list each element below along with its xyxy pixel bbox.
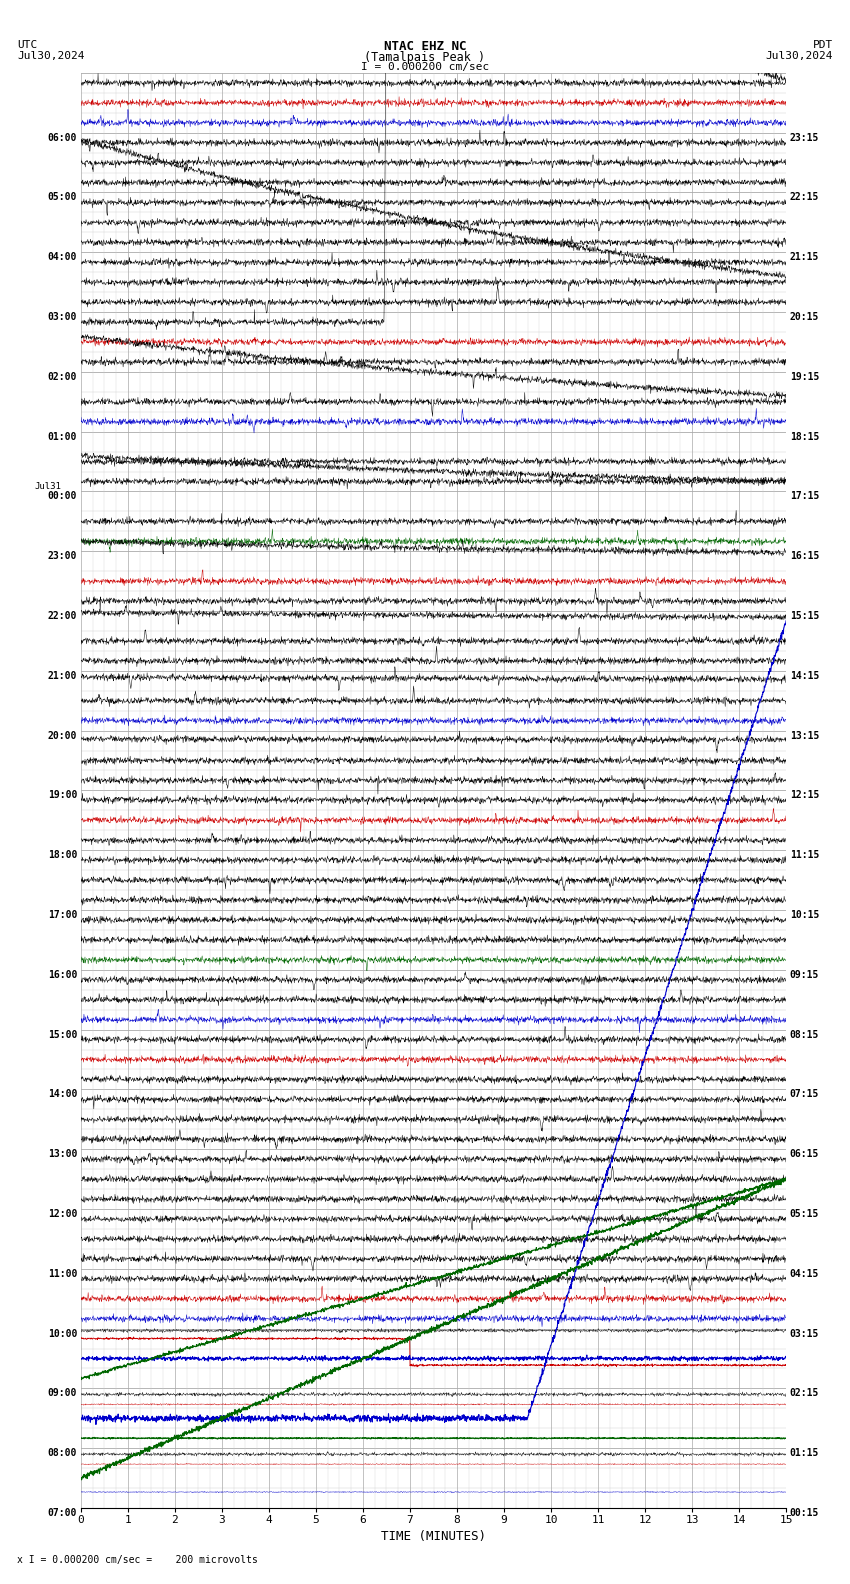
Text: 08:15: 08:15 [790,1030,819,1039]
Text: 11:00: 11:00 [48,1269,77,1278]
Text: 23:00: 23:00 [48,551,77,561]
Text: 19:15: 19:15 [790,372,819,382]
Text: 21:15: 21:15 [790,252,819,263]
Text: 06:00: 06:00 [48,133,77,143]
Text: 00:00: 00:00 [48,491,77,502]
Text: 07:15: 07:15 [790,1090,819,1099]
Text: 19:00: 19:00 [48,790,77,800]
Text: 07:00: 07:00 [48,1508,77,1517]
Text: Jul31: Jul31 [35,483,62,491]
Text: 06:15: 06:15 [790,1150,819,1159]
Text: 11:15: 11:15 [790,851,819,860]
Text: 10:15: 10:15 [790,909,819,920]
Text: 00:15: 00:15 [790,1508,819,1517]
Text: 15:15: 15:15 [790,611,819,621]
Text: I = 0.000200 cm/sec: I = 0.000200 cm/sec [361,62,489,71]
Text: 08:00: 08:00 [48,1448,77,1459]
Text: 04:15: 04:15 [790,1269,819,1278]
Text: x I = 0.000200 cm/sec =    200 microvolts: x I = 0.000200 cm/sec = 200 microvolts [17,1555,258,1565]
Text: 20:15: 20:15 [790,312,819,322]
Text: 22:15: 22:15 [790,193,819,203]
Text: 05:15: 05:15 [790,1209,819,1220]
Text: 20:00: 20:00 [48,730,77,741]
Text: 10:00: 10:00 [48,1329,77,1338]
Text: 02:00: 02:00 [48,372,77,382]
Text: 02:15: 02:15 [790,1388,819,1399]
Text: 16:00: 16:00 [48,969,77,980]
Text: 15:00: 15:00 [48,1030,77,1039]
Text: 21:00: 21:00 [48,670,77,681]
Text: 14:00: 14:00 [48,1090,77,1099]
Text: 01:00: 01:00 [48,431,77,442]
Text: 03:00: 03:00 [48,312,77,322]
Text: UTC: UTC [17,40,37,49]
Text: 05:00: 05:00 [48,193,77,203]
Text: 12:15: 12:15 [790,790,819,800]
Text: 01:15: 01:15 [790,1448,819,1459]
Text: (Tamalpais Peak ): (Tamalpais Peak ) [365,51,485,63]
Text: 22:00: 22:00 [48,611,77,621]
Text: 23:15: 23:15 [790,133,819,143]
Text: 13:15: 13:15 [790,730,819,741]
X-axis label: TIME (MINUTES): TIME (MINUTES) [381,1530,486,1543]
Text: NTAC EHZ NC: NTAC EHZ NC [383,40,467,52]
Text: 03:15: 03:15 [790,1329,819,1338]
Text: Jul30,2024: Jul30,2024 [766,51,833,60]
Text: 09:00: 09:00 [48,1388,77,1399]
Text: 17:15: 17:15 [790,491,819,502]
Text: 04:00: 04:00 [48,252,77,263]
Text: 13:00: 13:00 [48,1150,77,1159]
Text: 09:15: 09:15 [790,969,819,980]
Text: 18:00: 18:00 [48,851,77,860]
Text: PDT: PDT [813,40,833,49]
Text: 18:15: 18:15 [790,431,819,442]
Text: 14:15: 14:15 [790,670,819,681]
Text: Jul30,2024: Jul30,2024 [17,51,84,60]
Text: 17:00: 17:00 [48,909,77,920]
Text: 16:15: 16:15 [790,551,819,561]
Text: 12:00: 12:00 [48,1209,77,1220]
